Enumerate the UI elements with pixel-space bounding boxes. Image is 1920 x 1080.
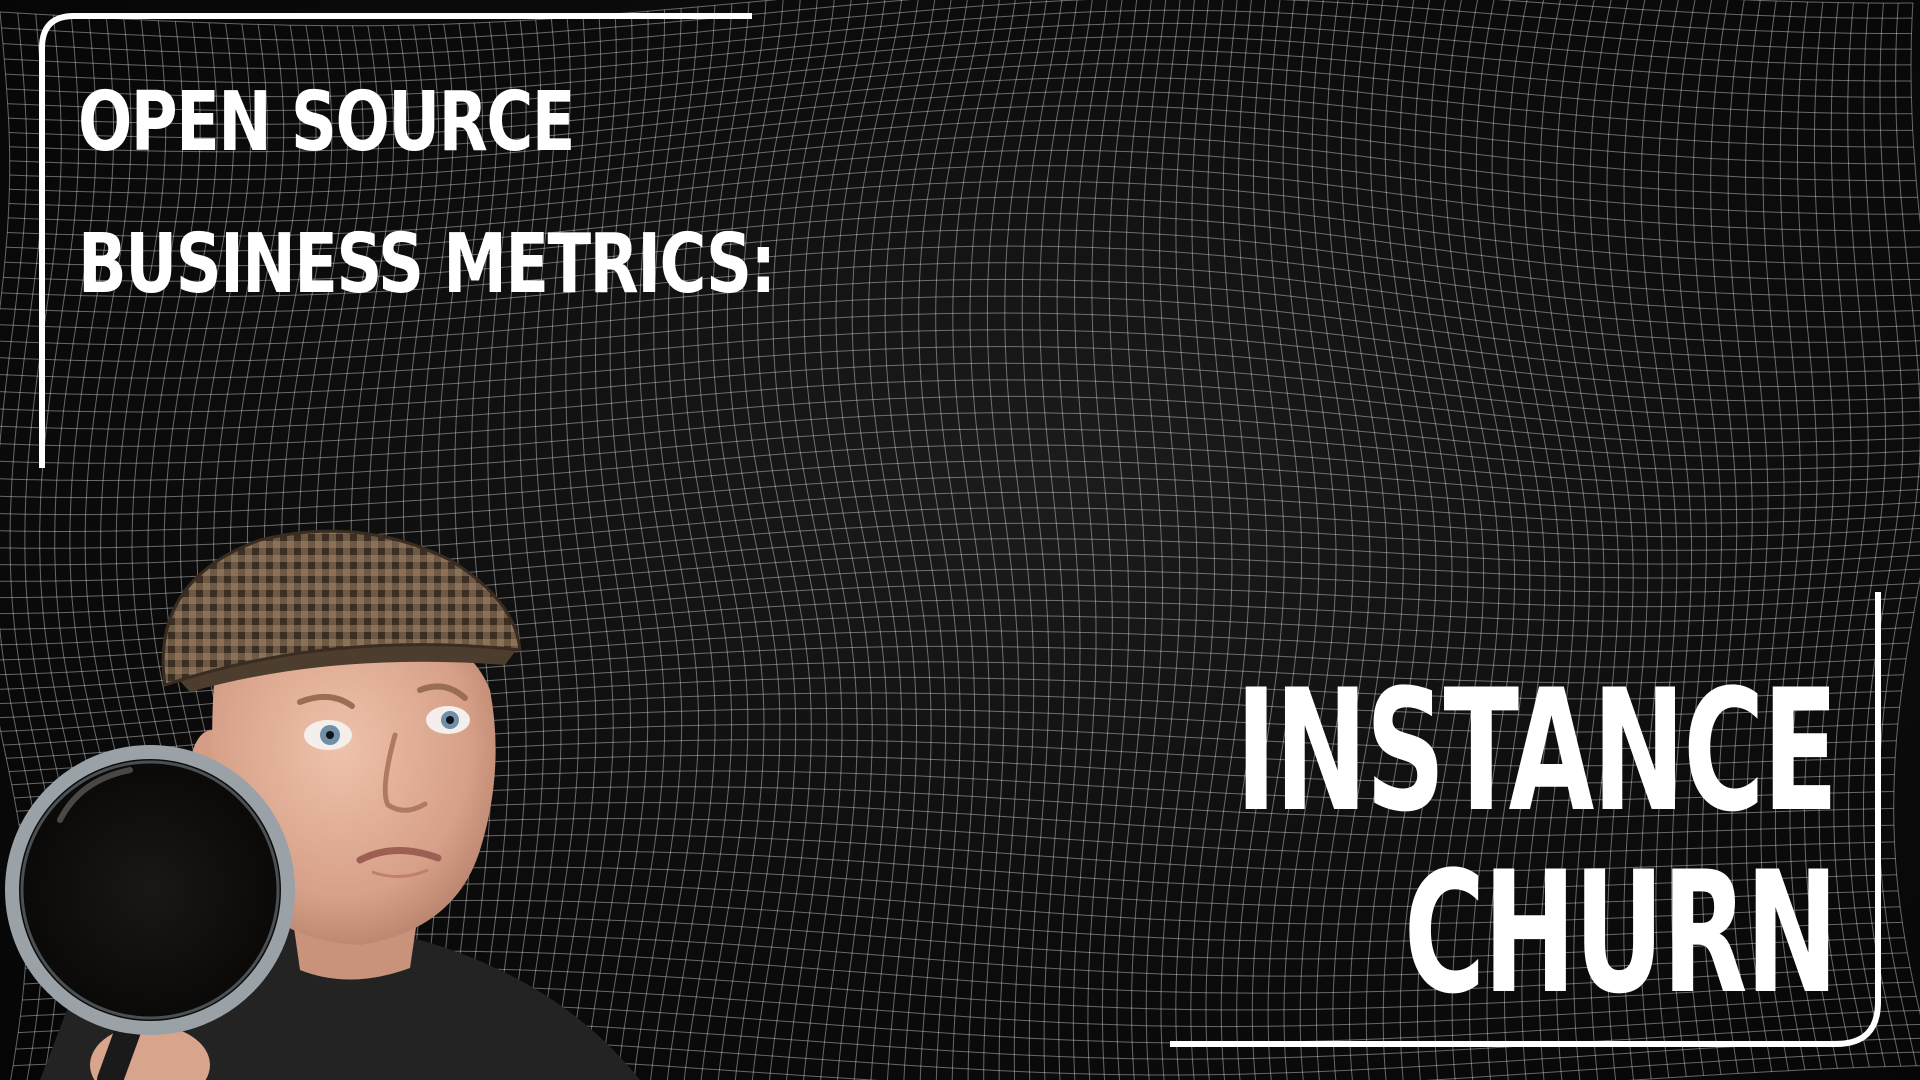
deerstalker-hat-shape bbox=[161, 529, 522, 687]
topic-title: INSTANCE CHURN bbox=[1235, 653, 1838, 1031]
top-left-corner-frame bbox=[39, 13, 752, 468]
magnifying-glass-lens bbox=[5, 745, 295, 1035]
headline-line-1: OPEN SOURCE bbox=[78, 75, 575, 170]
topic-line-1: INSTANCE bbox=[1235, 653, 1838, 849]
bottom-right-corner-frame bbox=[1170, 592, 1881, 1047]
headline-line-2: BUSINESS METRICS: bbox=[78, 217, 776, 312]
headline-title: OPEN SOURCE BUSINESS METRICS: bbox=[78, 52, 776, 336]
topic-line-2: CHURN bbox=[1403, 835, 1838, 1031]
presenter-with-magnifying-glass-photo bbox=[5, 529, 640, 1080]
